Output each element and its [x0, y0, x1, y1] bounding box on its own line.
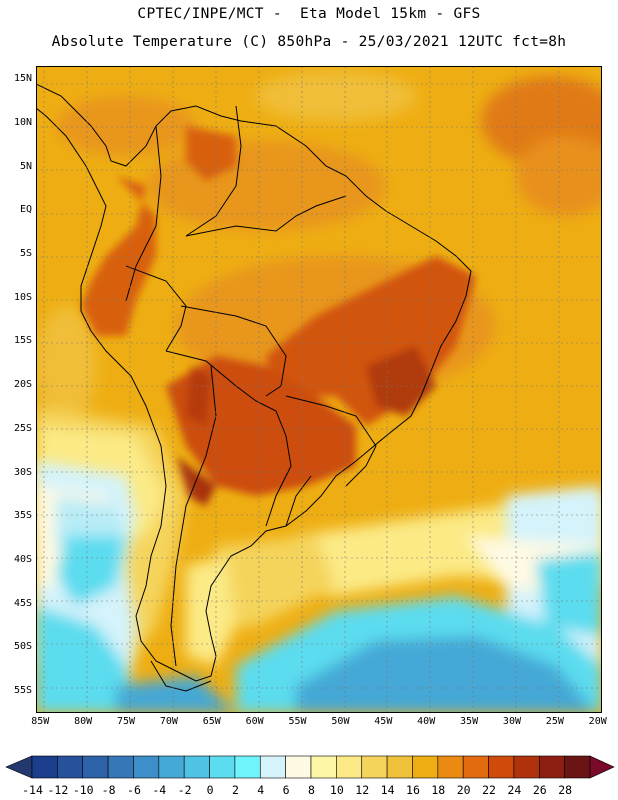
latitude-label: 30S	[13, 466, 32, 478]
longitude-label: 35W	[460, 716, 479, 727]
colorbar-swatch	[31, 755, 58, 779]
colorbar	[5, 755, 615, 779]
colorbar-tick-label: 12	[355, 783, 370, 797]
latitude-label: 20S	[13, 379, 32, 391]
longitude-label: 85W	[31, 716, 50, 727]
colorbar-swatch	[209, 755, 236, 779]
longitude-label: 30W	[502, 716, 521, 727]
colorbar-tick-label: 20	[456, 783, 471, 797]
longitude-label: 75W	[117, 716, 136, 727]
colorbar-swatch	[462, 755, 489, 779]
longitude-label: 20W	[588, 716, 607, 727]
colorbar-swatch	[437, 755, 464, 779]
longitude-label: 50W	[331, 716, 350, 727]
chart-title-line-1: CPTEC/INPE/MCT - Eta Model 15km - GFS	[137, 6, 481, 22]
longitude-label: 55W	[288, 716, 307, 727]
colorbar-tick-label: 6	[282, 783, 290, 797]
colorbar-under-arrow	[5, 755, 33, 779]
longitude-label: 80W	[74, 716, 93, 727]
colorbar-swatch	[259, 755, 286, 779]
colorbar-swatch	[412, 755, 439, 779]
longitude-label: 45W	[374, 716, 393, 727]
colorbar-tick-label: -6	[127, 783, 141, 797]
latitude-label: 5S	[19, 247, 32, 259]
colorbar-swatch	[183, 755, 210, 779]
latitude-label: 10S	[13, 291, 32, 303]
longitude-label: 60W	[245, 716, 264, 727]
map-frame	[36, 66, 602, 713]
colorbar-swatch	[310, 755, 337, 779]
latitude-label: 10N	[13, 116, 32, 128]
colorbar-tick-label: -4	[152, 783, 167, 797]
colorbar-tick-label: 16	[406, 783, 420, 797]
longitude-label: 40W	[417, 716, 436, 727]
temperature-map	[36, 66, 602, 713]
colorbar-tick-label: 2	[231, 783, 239, 797]
colorbar-swatch	[234, 755, 261, 779]
colorbar-tick-label: -14	[22, 783, 43, 797]
colorbar-tick-label: -12	[47, 783, 69, 797]
temperature-field	[36, 66, 602, 713]
colorbar-swatch	[107, 755, 134, 779]
colorbar-swatch	[564, 755, 591, 779]
colorbar-swatch	[336, 755, 363, 779]
longitude-label: 65W	[202, 716, 221, 727]
latitude-label: 40S	[13, 553, 32, 565]
latitude-label: 5N	[19, 160, 32, 172]
colorbar-swatch	[361, 755, 388, 779]
chart-title-line-2: Absolute Temperature (C) 850hPa - 25/03/…	[51, 34, 567, 50]
latitude-label: EQ	[19, 204, 32, 216]
colorbar-tick-label: -8	[101, 783, 116, 797]
colorbar-tick-label: 28	[558, 783, 573, 797]
longitude-label: 25W	[545, 716, 564, 727]
colorbar-swatch	[158, 755, 185, 779]
colorbar-swatch	[513, 755, 540, 779]
colorbar-tick-label: -10	[72, 783, 94, 797]
colorbar-swatch	[82, 755, 109, 779]
colorbar-swatch	[386, 755, 413, 779]
colorbar-swatch	[538, 755, 565, 779]
colorbar-tick-label: 24	[507, 783, 522, 797]
colorbar-tick-label: 22	[482, 783, 496, 797]
colorbar-tick-label: 26	[532, 783, 547, 797]
colorbar-over-arrow	[589, 755, 615, 779]
colorbar-tick-label: 10	[329, 783, 344, 797]
colorbar-tick-label: 0	[206, 783, 214, 797]
colorbar-tick-label: 4	[257, 783, 265, 797]
latitude-label: 15S	[13, 335, 32, 347]
graticule	[36, 66, 602, 713]
latitude-label: 55S	[13, 685, 32, 697]
colorbar-swatch	[488, 755, 515, 779]
latitude-label: 50S	[13, 641, 32, 653]
colorbar-swatch	[285, 755, 312, 779]
colorbar-tick-label: 18	[431, 783, 446, 797]
colorbar-tick-label: 14	[380, 783, 395, 797]
colorbar-tick-label: -2	[177, 783, 192, 797]
colorbar-swatch	[57, 755, 84, 779]
colorbar-swatch	[133, 755, 160, 779]
latitude-label: 35S	[13, 510, 32, 522]
latitude-label: 25S	[13, 422, 32, 434]
colorbar-tick-label: 8	[308, 783, 315, 797]
latitude-label: 45S	[13, 597, 32, 609]
latitude-label: 15N	[13, 73, 32, 85]
longitude-label: 70W	[159, 716, 178, 727]
